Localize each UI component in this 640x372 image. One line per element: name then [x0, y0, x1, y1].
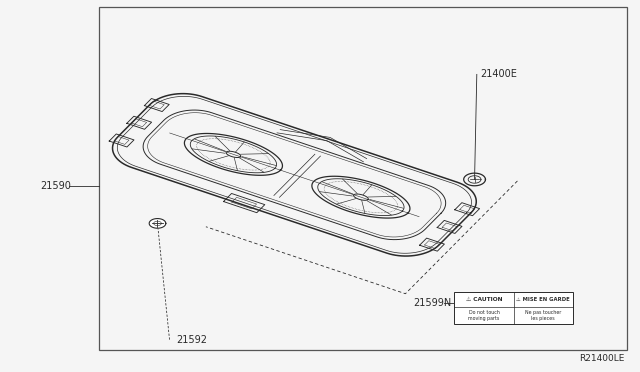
- Text: 21592: 21592: [176, 336, 207, 345]
- Text: ⚠ CAUTION: ⚠ CAUTION: [466, 297, 502, 302]
- Text: ⚠ MISE EN GARDE: ⚠ MISE EN GARDE: [516, 297, 570, 302]
- Text: R21400LE: R21400LE: [579, 354, 624, 363]
- Text: Ne pas toucher
les pieces: Ne pas toucher les pieces: [525, 310, 561, 321]
- Text: 21599N: 21599N: [413, 298, 451, 308]
- Polygon shape: [149, 219, 166, 228]
- Text: 21400E: 21400E: [480, 70, 517, 79]
- Text: Do not touch
moving parts: Do not touch moving parts: [468, 310, 500, 321]
- Text: 21590: 21590: [40, 181, 71, 191]
- Bar: [454, 292, 573, 324]
- Bar: [99, 7, 627, 350]
